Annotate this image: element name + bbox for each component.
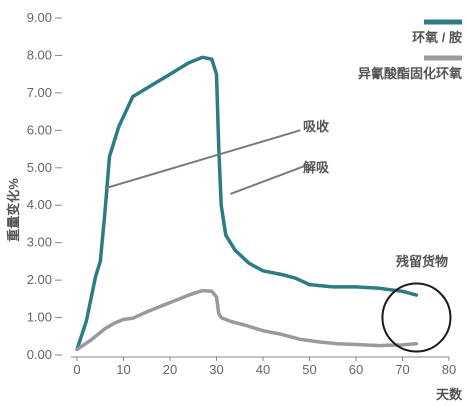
annotation-circle	[381, 282, 452, 353]
y-tick-label: 7.00	[27, 85, 52, 100]
legend: 环氧 / 胺 异氰酸酯固化环氧	[358, 19, 462, 81]
x-tick-label: 10	[116, 362, 130, 377]
legend-label-series-2: 异氰酸酯固化环氧	[358, 66, 462, 81]
y-tick-label: 6.00	[27, 122, 52, 137]
x-tick-label: 70	[395, 362, 409, 377]
x-tick-label: 30	[209, 362, 223, 377]
y-tick-label: 2.00	[27, 272, 52, 287]
annotation-line-2	[230, 164, 306, 195]
legend-label-series-1: 环氧 / 胺	[412, 30, 462, 45]
annotation-residual-cargo-label: 残留货物	[396, 254, 448, 269]
x-tick-label: 40	[256, 362, 270, 377]
x-tick-label: 50	[302, 362, 316, 377]
x-tick-label: 0	[73, 362, 80, 377]
annotation-line-1	[104, 129, 301, 190]
x-axis-label: 天数	[436, 387, 463, 402]
series-layer	[75, 55, 419, 352]
y-tick-label: 5.00	[27, 160, 52, 175]
y-axis-ticks: 0.00 1.00 2.00 3.00 4.00 5.00 6.00 7.00 8.00 9.00	[27, 10, 62, 362]
annotation-layer	[104, 129, 452, 353]
series-line-2	[75, 288, 419, 352]
x-tick-label: 80	[442, 362, 456, 377]
y-tick-label: 3.00	[27, 235, 52, 250]
annotation-desorption-label: 解吸	[302, 160, 330, 175]
series-line-1	[75, 55, 419, 352]
x-axis-ticks: 0 10 20 30 40 50 60 70 80	[73, 357, 456, 377]
x-tick-label: 20	[163, 362, 177, 377]
x-tick-label: 60	[349, 362, 363, 377]
y-tick-label: 1.00	[27, 310, 52, 325]
y-tick-label: 4.00	[27, 197, 52, 212]
y-tick-label: 0.00	[27, 347, 52, 362]
y-tick-label: 9.00	[27, 10, 52, 25]
y-tick-label: 8.00	[27, 47, 52, 62]
y-axis-label: 重量变化%	[6, 178, 21, 242]
annotation-absorption-label: 吸收	[303, 119, 330, 134]
